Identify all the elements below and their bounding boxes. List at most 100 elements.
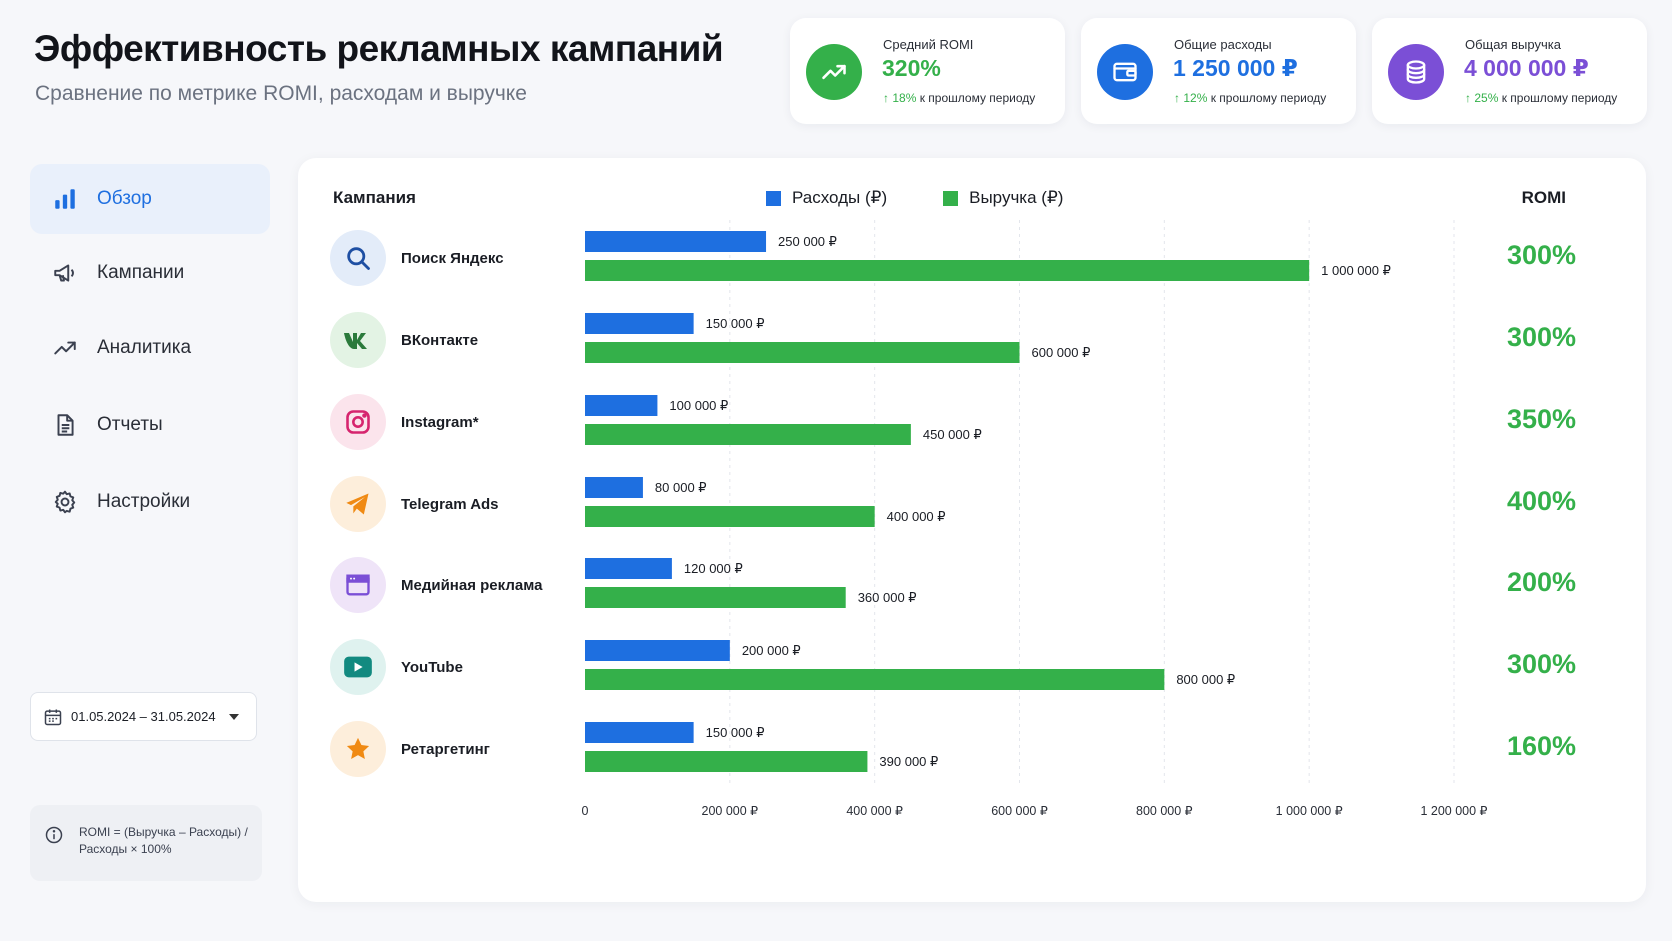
- campaign-name: Instagram*: [401, 414, 479, 431]
- column-header-romi: ROMI: [1521, 188, 1566, 207]
- bar-value-label: 390 000 ₽: [879, 754, 938, 769]
- bar-revenue: [585, 751, 868, 772]
- bar-revenue: [585, 587, 846, 608]
- sidebar-item-label: Кампании: [97, 262, 185, 283]
- sidebar-item-label: Отчеты: [97, 414, 163, 435]
- bar-spend: [585, 313, 694, 334]
- x-tick-label: 0: [582, 804, 589, 818]
- bar-value-label: 400 000 ₽: [887, 509, 946, 524]
- romi-value: 400%: [1506, 486, 1576, 516]
- romi-formula-text: ROMI = (Выручка – Расходы) / Расходы × 1…: [79, 825, 248, 856]
- kpi-value: 4 000 000 ₽: [1464, 55, 1589, 81]
- bar-value-label: 1 000 000 ₽: [1321, 263, 1391, 278]
- kpi-card-total-revenue: Общая выручка 4 000 000 ₽ ↑ 25% к прошло…: [1372, 18, 1647, 124]
- campaign-bar-chart: 0 200 000 ₽ 400 000 ₽ 600 000 ₽ 800 000 ₽ 1 0…: [582, 220, 1488, 818]
- bar-value-label: 150 000 ₽: [706, 725, 765, 740]
- date-range-picker[interactable]: 01.05.2024 – 31.05.2024: [30, 692, 257, 741]
- chart-legend: Расходы (₽) Выручка (₽): [766, 188, 1119, 208]
- bar-spend: [585, 640, 730, 661]
- campaign-row: ВКонтакте 300%: [298, 310, 1646, 370]
- romi-value: 300%: [1506, 322, 1576, 352]
- wallet-icon: [1097, 44, 1153, 100]
- bar-revenue: [585, 342, 1020, 363]
- romi-value: 350%: [1506, 404, 1576, 434]
- bar-value-label: 250 000 ₽: [778, 234, 837, 249]
- gear-icon: [50, 487, 80, 517]
- sidebar-item-analytics[interactable]: Аналитика: [30, 313, 270, 383]
- trend-icon: [50, 333, 80, 363]
- bar-value-label: 120 000 ₽: [684, 561, 743, 576]
- kpi-change: ↑ 18% к прошлому периоду: [883, 91, 1036, 105]
- sidebar-item-label: Настройки: [97, 491, 191, 512]
- legend-swatch-spend: [766, 190, 781, 206]
- page-title: Эффективность рекламных кампаний: [34, 28, 724, 69]
- bar-chart-icon: [50, 184, 80, 214]
- sidebar-item-campaigns[interactable]: Кампании: [30, 238, 270, 308]
- romi-value: 160%: [1506, 731, 1576, 761]
- campaign-row: Медийная реклама 200%: [298, 555, 1646, 615]
- campaign-name: Медийная реклама: [401, 577, 543, 594]
- x-tick-label: 1 200 000 ₽: [1420, 804, 1487, 818]
- megaphone-icon: [50, 258, 80, 288]
- sidebar-item-overview[interactable]: Обзор: [30, 164, 270, 234]
- search-icon: [330, 230, 386, 286]
- sidebar-item-settings[interactable]: Настройки: [30, 467, 270, 537]
- bar-value-label: 150 000 ₽: [706, 316, 765, 331]
- x-tick-label: 800 000 ₽: [1136, 804, 1193, 818]
- bar-value-label: 200 000 ₽: [742, 643, 801, 658]
- bar-value-label: 360 000 ₽: [858, 590, 917, 605]
- x-tick-label: 400 000 ₽: [846, 804, 903, 818]
- sidebar-item-label: Аналитика: [97, 337, 192, 358]
- kpi-change: ↑ 12% к прошлому периоду: [1174, 91, 1327, 105]
- campaign-row: Ретаргетинг 160%: [298, 719, 1646, 779]
- calendar-icon: [44, 709, 62, 725]
- kpi-value: 1 250 000 ₽: [1173, 55, 1298, 81]
- x-tick-label: 600 000 ₽: [991, 804, 1048, 818]
- trend-up-icon: [806, 44, 862, 100]
- chevron-down-icon: [228, 713, 239, 720]
- bar-spend: [585, 477, 643, 498]
- x-tick-label: 200 000 ₽: [702, 804, 759, 818]
- bar-value-label: 100 000 ₽: [669, 398, 728, 413]
- column-header-campaign: Кампания: [333, 188, 416, 207]
- romi-formula-info: ROMI = (Выручка – Расходы) / Расходы × 1…: [30, 805, 262, 881]
- campaign-row: Telegram Ads 400%: [298, 474, 1646, 534]
- kpi-value: 320%: [882, 55, 941, 81]
- sidebar-item-label: Обзор: [97, 188, 152, 209]
- campaign-name: Поиск Яндекс: [401, 250, 504, 267]
- romi-value: 300%: [1506, 240, 1576, 270]
- youtube-icon: [330, 639, 386, 695]
- instagram-icon: [330, 394, 386, 450]
- browser-icon: [330, 557, 386, 613]
- legend-item-spend: Расходы (₽): [766, 188, 887, 208]
- info-icon: [45, 826, 63, 844]
- bar-value-label: 80 000 ₽: [655, 480, 707, 495]
- campaign-name: Ретаргетинг: [401, 741, 490, 758]
- romi-value: 200%: [1506, 567, 1576, 597]
- bar-value-label: 800 000 ₽: [1176, 672, 1235, 687]
- kpi-label: Общие расходы: [1174, 37, 1272, 52]
- bar-value-label: 600 000 ₽: [1032, 345, 1091, 360]
- campaign-chart-panel: Кампания Расходы (₽) Выручка (₽) ROMI 0 2…: [298, 158, 1646, 902]
- date-range-text: 01.05.2024 – 31.05.2024: [71, 709, 216, 724]
- vk-icon: [330, 312, 386, 368]
- campaign-row: YouTube 300%: [298, 637, 1646, 697]
- romi-value: 300%: [1506, 649, 1576, 679]
- bar-revenue: [585, 424, 911, 445]
- bar-spend: [585, 231, 767, 252]
- legend-item-revenue: Выручка (₽): [943, 188, 1063, 208]
- campaign-row: Поиск Яндекс 300%: [298, 228, 1646, 288]
- document-icon: [50, 410, 80, 440]
- bar-spend: [585, 558, 672, 579]
- bar-revenue: [585, 506, 875, 527]
- kpi-card-avg-romi: Средний ROMI 320% ↑ 18% к прошлому перио…: [790, 18, 1065, 124]
- bar-revenue: [585, 669, 1165, 690]
- campaign-row: Instagram* 350%: [298, 392, 1646, 452]
- kpi-card-total-spend: Общие расходы 1 250 000 ₽ ↑ 12% к прошло…: [1081, 18, 1356, 124]
- bar-spend: [585, 722, 694, 743]
- campaign-name: Telegram Ads: [401, 496, 499, 513]
- kpi-label: Средний ROMI: [883, 37, 974, 52]
- star-icon: [330, 721, 386, 777]
- sidebar-item-reports[interactable]: Отчеты: [30, 390, 270, 460]
- coins-icon: [1388, 44, 1444, 100]
